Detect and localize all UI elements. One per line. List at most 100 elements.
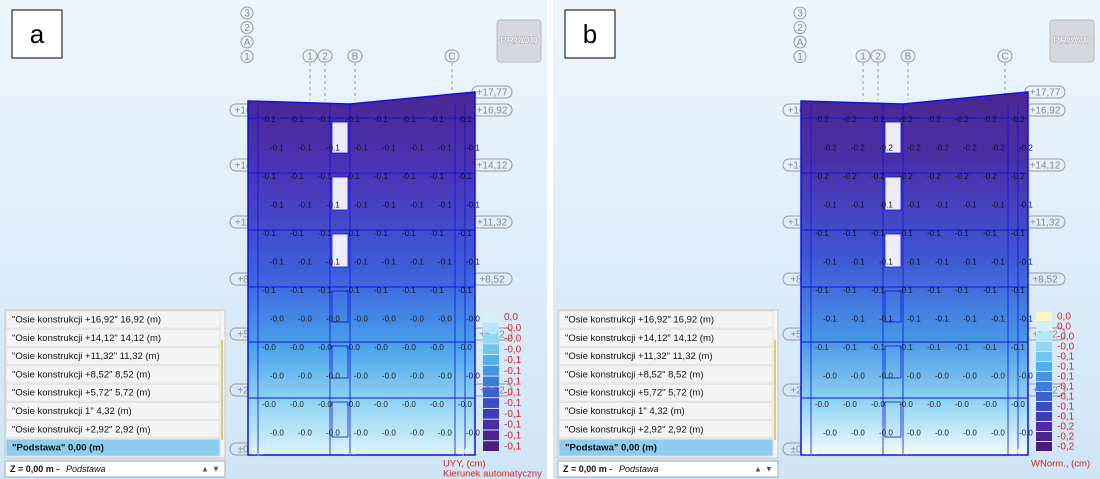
contour-label: -0.0 xyxy=(907,429,921,438)
contour-label: -0.1 xyxy=(298,144,312,153)
legend-swatch xyxy=(483,344,499,355)
opening xyxy=(884,121,902,154)
contour-label: -0.1 xyxy=(346,172,360,181)
contour-label: -0.1 xyxy=(983,286,997,295)
contour-label: -0.2 xyxy=(899,115,913,124)
contour-label: -0.1 xyxy=(326,144,340,153)
legend-value: -0,1 xyxy=(504,355,522,366)
axis-label: 2 xyxy=(797,23,803,34)
level-item[interactable] xyxy=(558,347,774,366)
opening xyxy=(331,176,349,211)
level-item[interactable] xyxy=(558,310,774,329)
level-item[interactable] xyxy=(558,328,774,347)
contour-label: -0.1 xyxy=(927,343,941,352)
view-button[interactable] xyxy=(496,19,542,63)
level-label: +8,52 xyxy=(479,275,505,286)
legend-subtitle: Kierunek automatyczny xyxy=(443,469,542,479)
z-level: Podstawa xyxy=(66,464,106,474)
contour-label: -0.1 xyxy=(899,286,913,295)
legend-swatch xyxy=(483,419,499,430)
contour-label: 0.0 xyxy=(1010,446,1023,456)
contour-label: -0.1 xyxy=(851,258,865,267)
legend-value: -0,1 xyxy=(1057,362,1075,373)
contour-label: -0.0 xyxy=(430,400,444,409)
contour-label: -0.0 xyxy=(438,315,452,324)
contour-label: -0.1 xyxy=(899,343,913,352)
contour-label: -0.1 xyxy=(879,201,893,210)
contour-label: -0.0 xyxy=(270,372,284,381)
contour-label: -0.0 xyxy=(402,343,416,352)
legend-value: -0,1 xyxy=(1057,392,1075,403)
level-item[interactable] xyxy=(5,328,221,347)
view-button[interactable] xyxy=(1049,19,1095,63)
contour-label: -0.2 xyxy=(851,144,865,153)
contour-label: -0.1 xyxy=(823,315,837,324)
contour-label: -0.1 xyxy=(991,258,1005,267)
contour-label: -0.0 xyxy=(991,372,1005,381)
contour-label: -0.1 xyxy=(438,144,452,153)
contour-label: -0.1 xyxy=(963,315,977,324)
contour-label: -0.1 xyxy=(382,258,396,267)
contour-label: -0.0 xyxy=(326,315,340,324)
contour-label: -0.0 xyxy=(354,315,368,324)
contour-label: -0.0 xyxy=(823,372,837,381)
contour-label: -0.0 xyxy=(346,343,360,352)
level-item-label: "Osie konstrukcji 1" 4,32 (m) xyxy=(565,406,685,417)
axis-label-bubble xyxy=(793,35,807,49)
level-item-label: "Osie konstrukcji +5,72" 5,72 (m) xyxy=(565,388,703,399)
level-item[interactable] xyxy=(558,402,774,420)
contour-label: -0.0 xyxy=(382,429,396,438)
legend-value: -0,2 xyxy=(1057,442,1075,453)
contour-label: -0.1 xyxy=(438,258,452,267)
level-dropdown[interactable] xyxy=(4,460,226,478)
axis-label: 1 xyxy=(307,52,313,63)
level-item[interactable] xyxy=(5,347,221,366)
level-item[interactable] xyxy=(5,383,221,402)
level-item[interactable] xyxy=(5,402,221,420)
level-item-label: "Osie konstrukcji +14,12" 14,12 (m) xyxy=(565,333,714,344)
contour-label: -0.2 xyxy=(983,115,997,124)
level-label: +11,32 xyxy=(1030,218,1061,229)
contour-label: -0.1 xyxy=(430,172,444,181)
legend-value: 0,0 xyxy=(1057,322,1071,333)
contour-label: -0.1 xyxy=(458,229,472,238)
contour-label: -0.0 xyxy=(851,429,865,438)
level-item[interactable] xyxy=(5,420,221,439)
level-item[interactable] xyxy=(558,365,774,384)
level-item-selected[interactable] xyxy=(558,438,774,457)
legend-value: -0,1 xyxy=(504,430,522,441)
contour-label: -0.1 xyxy=(298,258,312,267)
contour-label: -0.0 xyxy=(298,372,312,381)
contour-label: -0.0 xyxy=(1011,400,1025,409)
legend-value: -0,1 xyxy=(504,387,522,398)
level-item[interactable] xyxy=(558,420,774,439)
contour-label: -0.0 xyxy=(290,400,304,409)
legend-swatch xyxy=(1036,422,1052,431)
contour-label: -0.1 xyxy=(438,201,452,210)
opening xyxy=(331,401,349,438)
contour-label: -0.0 xyxy=(991,429,1005,438)
contour-label: -0.1 xyxy=(955,229,969,238)
contour-label: -0.0 xyxy=(466,429,480,438)
legend-value: -0,1 xyxy=(504,409,522,420)
legend-swatch xyxy=(1036,432,1052,441)
level-item[interactable] xyxy=(558,383,774,402)
legend-swatch xyxy=(483,398,499,408)
level-item[interactable] xyxy=(5,365,221,384)
contour-label: -0.1 xyxy=(346,229,360,238)
contour-label: -0.1 xyxy=(262,115,276,124)
level-label: +17,77 xyxy=(477,88,508,99)
contour-label: -0.1 xyxy=(955,286,969,295)
contour-label: -0.1 xyxy=(382,144,396,153)
contour-label: -0.1 xyxy=(935,315,949,324)
legend-swatch xyxy=(483,322,499,333)
level-item[interactable] xyxy=(5,310,221,329)
contour-label: -0.1 xyxy=(815,343,829,352)
contour-label: -0.2 xyxy=(871,115,885,124)
contour-label: -0.1 xyxy=(991,315,1005,324)
contour-label: -0.1 xyxy=(270,144,284,153)
level-item-selected[interactable] xyxy=(5,438,221,457)
legend-swatch xyxy=(1036,362,1052,371)
level-dropdown[interactable] xyxy=(557,460,779,478)
axis-label-bubble xyxy=(793,50,807,63)
